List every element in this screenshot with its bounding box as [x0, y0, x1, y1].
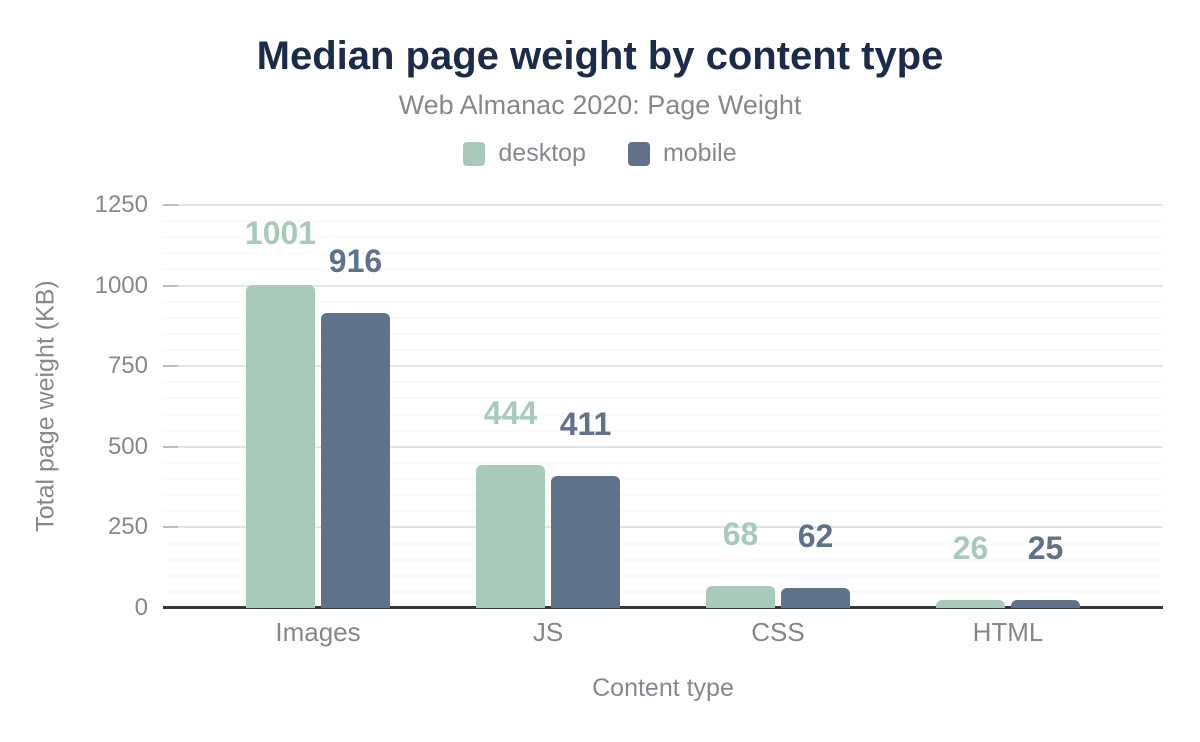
- bar-value-mobile-css: 62: [797, 518, 834, 555]
- y-tick-label-500: 500: [107, 432, 148, 460]
- y-tick-label-750: 750: [107, 352, 148, 380]
- bar-group-html: 26 25: [893, 205, 1123, 608]
- y-tick-500: [163, 445, 178, 448]
- bar-value-mobile-images: 916: [328, 242, 383, 279]
- gridline-900: [163, 317, 1163, 319]
- gridline-100: [163, 575, 1163, 577]
- gridline-1050: [163, 268, 1163, 270]
- gridline-750: [163, 365, 1163, 368]
- gridline-350: [163, 494, 1163, 496]
- gridline-50: [163, 591, 1163, 593]
- y-tick-label-0: 0: [134, 594, 148, 621]
- x-tick-label-html: HTML: [972, 617, 1044, 647]
- gridline-950: [163, 301, 1163, 303]
- gridline-400: [163, 478, 1163, 480]
- legend-swatch-mobile: [627, 141, 650, 166]
- bar-group-css: 68 62: [663, 205, 893, 608]
- bar-value-desktop-html: 26: [952, 529, 989, 566]
- legend-swatch-desktop: [463, 141, 486, 166]
- bar-mobile-images[interactable]: 916: [321, 245, 390, 608]
- plot-area: 1001 916 444 411 68 62 26 25: [163, 204, 1163, 609]
- bar-desktop-html[interactable]: 26: [936, 532, 1005, 608]
- legend-item-desktop[interactable]: desktop: [463, 139, 586, 168]
- bar-mobile-js[interactable]: 411: [551, 408, 620, 608]
- y-tick-250: [163, 526, 178, 529]
- y-tick-label-1000: 1000: [94, 271, 148, 299]
- gridline-450: [163, 462, 1163, 464]
- gridline-650: [163, 397, 1163, 399]
- y-axis-tick-labels: 0 250 500 750 1000 1250: [0, 193, 148, 620]
- legend-item-mobile[interactable]: mobile: [627, 139, 737, 168]
- gridline-150: [163, 559, 1163, 561]
- gridline-600: [163, 414, 1163, 416]
- x-axis-line: [163, 606, 1163, 609]
- x-axis-title: Content type: [592, 674, 734, 702]
- bar-value-desktop-images: 1001: [244, 215, 317, 252]
- y-tick-1250: [163, 204, 178, 206]
- bar-desktop-images[interactable]: 1001: [245, 217, 316, 608]
- bar-value-desktop-js: 444: [483, 394, 538, 431]
- gridline-200: [163, 543, 1163, 545]
- bar-desktop-js[interactable]: 444: [476, 397, 545, 608]
- chart-subtitle: Web Almanac 2020: Page Weight: [398, 90, 802, 120]
- gridline-700: [163, 381, 1163, 383]
- y-tick-1000: [163, 284, 178, 287]
- chart-title: Median page weight by content type: [256, 34, 944, 78]
- gridline-300: [163, 510, 1163, 512]
- legend-label-mobile: mobile: [662, 139, 737, 167]
- bar-mobile-html[interactable]: 25: [1011, 532, 1080, 608]
- gridline-1150: [163, 236, 1163, 238]
- x-tick-label-images: Images: [275, 617, 361, 647]
- gridline-1000: [163, 284, 1163, 287]
- y-tick-750: [163, 365, 178, 368]
- bar-desktop-css[interactable]: 68: [706, 518, 775, 608]
- gridline-1200: [163, 220, 1163, 222]
- gridline-250: [163, 526, 1163, 529]
- x-tick-label-js: JS: [532, 617, 564, 647]
- y-tick-label-250: 250: [107, 513, 148, 541]
- gridline-500: [163, 445, 1163, 448]
- gridline-1250: [163, 204, 1163, 206]
- gridline-1100: [163, 252, 1163, 254]
- bar-value-desktop-css: 68: [722, 516, 759, 553]
- bar-group-js: 444 411: [433, 205, 663, 608]
- y-tick-label-1250: 1250: [94, 191, 148, 218]
- bar-mobile-css[interactable]: 62: [781, 520, 850, 608]
- bar-value-mobile-html: 25: [1027, 529, 1064, 566]
- gridline-550: [163, 430, 1163, 432]
- bar-group-images: 1001 916: [203, 205, 433, 608]
- legend: desktop mobile: [0, 139, 1200, 168]
- bar-value-mobile-js: 411: [559, 405, 612, 442]
- gridline-850: [163, 333, 1163, 335]
- x-axis-tick-labels: Images JS CSS HTML: [163, 617, 1163, 649]
- x-tick-label-css: CSS: [751, 617, 805, 647]
- gridline-800: [163, 349, 1163, 351]
- legend-label-desktop: desktop: [498, 139, 586, 167]
